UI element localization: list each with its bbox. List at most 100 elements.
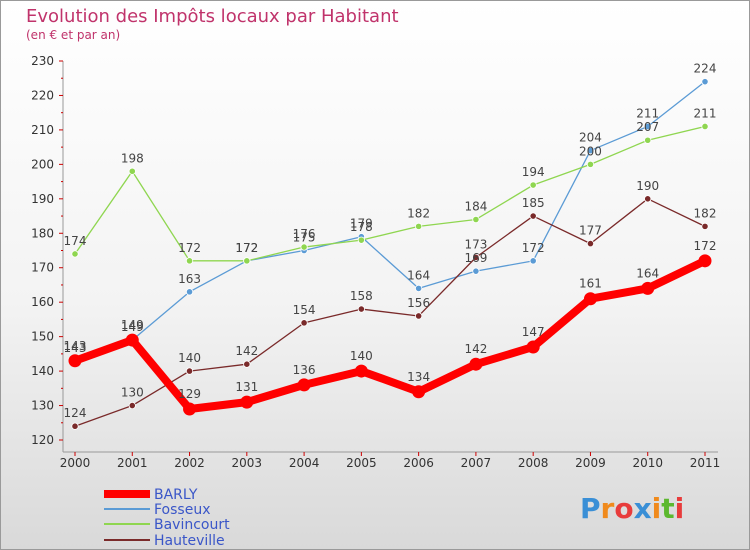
- data-point-hauteville: [71, 422, 79, 430]
- data-label-barly: 143: [64, 339, 87, 353]
- data-label-barly: 142: [464, 342, 487, 356]
- data-label-bavincourt: 211: [694, 106, 717, 120]
- series-line-barly: [71, 256, 709, 413]
- x-tick-label: 2007: [461, 456, 492, 470]
- data-label-bavincourt: 174: [64, 234, 87, 248]
- y-tick-label: 160: [31, 295, 54, 309]
- series-lines: [71, 81, 709, 427]
- data-point-barly: [583, 292, 597, 306]
- x-tick-label: 2004: [289, 456, 320, 470]
- data-point-hauteville: [529, 212, 537, 220]
- data-point-hauteville: [128, 401, 136, 410]
- x-tick-label: 2000: [60, 456, 91, 470]
- data-label-barly: 172: [694, 239, 717, 253]
- x-tick-label: 2008: [518, 456, 549, 470]
- data-point-bavincourt: [529, 181, 537, 189]
- logo-letter: i: [652, 492, 662, 525]
- y-tick-label: 170: [31, 261, 54, 275]
- data-point-hauteville: [300, 319, 308, 327]
- data-point-hauteville: [243, 360, 251, 368]
- data-point-hauteville: [357, 305, 365, 313]
- data-label-barly: 147: [522, 325, 545, 339]
- data-label-bavincourt: 176: [293, 227, 316, 241]
- data-label-bavincourt: 182: [407, 206, 430, 220]
- data-point-bavincourt: [357, 236, 365, 244]
- data-label-hauteville: 140: [178, 351, 201, 365]
- y-tick-label: 200: [31, 157, 54, 171]
- x-tick-label: 2011: [690, 456, 721, 470]
- logo-letter: P: [580, 492, 601, 525]
- y-tick-label: 150: [31, 330, 54, 344]
- data-label-bavincourt: 198: [121, 151, 144, 165]
- data-label-fosseux: 163: [178, 272, 201, 286]
- data-point-fosseux: [472, 267, 480, 275]
- data-label-fosseux: 204: [579, 131, 602, 145]
- data-point-barly: [240, 395, 254, 409]
- data-label-fosseux: 211: [636, 106, 659, 120]
- data-label-hauteville: 182: [694, 206, 717, 220]
- data-label-barly: 164: [636, 266, 659, 280]
- series-line-hauteville: [74, 198, 706, 427]
- y-tick-label: 180: [31, 226, 54, 240]
- data-label-barly: 134: [407, 370, 430, 384]
- proxiti-logo: Proxiti: [580, 492, 684, 525]
- series-line-fosseux: [74, 81, 706, 362]
- y-tick-label: 230: [31, 54, 54, 68]
- data-label-fosseux: 172: [522, 241, 545, 255]
- data-point-bavincourt: [701, 122, 709, 131]
- legend-label-fosseux: Fosseux: [154, 502, 210, 518]
- series-line-bavincourt: [74, 125, 706, 262]
- logo-letter: t: [661, 492, 674, 525]
- data-label-hauteville: 185: [522, 196, 545, 210]
- data-point-barly: [68, 354, 82, 368]
- x-tick-label: 2010: [632, 456, 663, 470]
- data-label-barly: 136: [293, 363, 316, 377]
- x-tick-label: 2002: [174, 456, 205, 470]
- series-points: [68, 78, 712, 430]
- data-label-barly: 140: [350, 349, 373, 363]
- y-tick-label: 140: [31, 364, 54, 378]
- data-point-hauteville: [701, 222, 709, 230]
- y-tick-label: 220: [31, 88, 54, 102]
- data-point-bavincourt: [415, 222, 423, 230]
- data-point-fosseux: [644, 122, 652, 131]
- data-label-hauteville: 190: [636, 179, 659, 193]
- data-label-fosseux: 179: [350, 217, 373, 231]
- data-point-barly: [469, 357, 483, 371]
- y-tick-label: 120: [31, 433, 54, 447]
- logo-letter: i: [675, 492, 685, 525]
- data-label-hauteville: 156: [407, 296, 430, 310]
- data-label-hauteville: 130: [121, 386, 144, 400]
- data-label-hauteville: 177: [579, 224, 602, 238]
- x-tick-label: 2001: [117, 456, 148, 470]
- data-point-barly: [297, 378, 311, 392]
- data-point-hauteville: [415, 312, 423, 320]
- data-point-bavincourt: [300, 243, 308, 251]
- data-label-fosseux: 224: [694, 62, 717, 76]
- data-label-barly: 161: [579, 277, 602, 291]
- data-label-barly: 129: [178, 387, 201, 401]
- data-point-hauteville: [185, 367, 194, 375]
- data-point-bavincourt: [185, 257, 194, 265]
- data-label-fosseux: 175: [293, 231, 316, 245]
- chart-title: Evolution des Impôts locaux par Habitant: [26, 6, 399, 27]
- data-label-barly: 149: [121, 318, 144, 332]
- data-point-fosseux: [529, 257, 537, 265]
- data-label-fosseux: 172: [235, 241, 258, 255]
- x-tick-label: 2006: [403, 456, 434, 470]
- data-label-fosseux: 143: [64, 341, 87, 355]
- data-label-bavincourt: 194: [522, 165, 545, 179]
- data-label-bavincourt: 172: [235, 241, 258, 255]
- data-point-hauteville: [586, 240, 595, 248]
- axes: 120 130 140 150 160 170 180 190 200 210 220 230 2000…: [31, 54, 720, 470]
- y-tick-label: 210: [31, 123, 54, 137]
- y-tick-label: 130: [31, 399, 54, 413]
- data-label-hauteville: 158: [350, 289, 373, 303]
- data-point-bavincourt: [71, 250, 79, 258]
- data-point-hauteville: [472, 253, 480, 261]
- x-tick-label: 2003: [232, 456, 263, 470]
- data-point-barly: [354, 364, 368, 378]
